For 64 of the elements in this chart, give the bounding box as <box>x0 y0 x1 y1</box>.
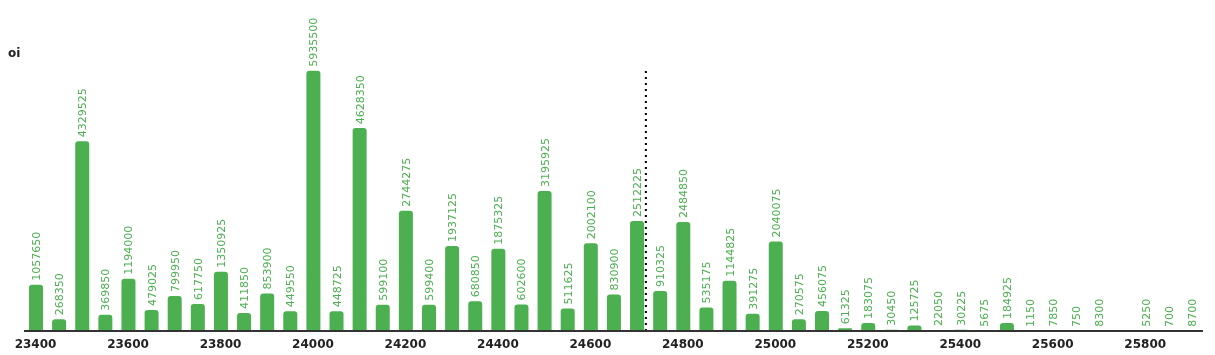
data-label: 61325 <box>839 289 853 325</box>
data-label: 448725 <box>330 265 344 308</box>
data-label: 2040075 <box>769 188 783 238</box>
data-label: 1057650 <box>30 231 43 281</box>
data-label: 5935500 <box>307 17 321 67</box>
data-label: 1194000 <box>122 225 136 275</box>
data-label: 2744275 <box>399 157 413 207</box>
data-label: 3195925 <box>538 137 552 187</box>
data-label: 1875325 <box>492 195 506 245</box>
data-label: 369850 <box>99 268 113 311</box>
data-label: 2512225 <box>631 167 645 217</box>
data-label: 30225 <box>954 290 968 326</box>
data-label: 1144825 <box>723 227 737 277</box>
data-label: 5250 <box>1139 298 1153 327</box>
data-label: 5675 <box>977 298 991 327</box>
data-label: 830900 <box>607 248 621 291</box>
x-tick-label: 23600 <box>107 336 149 351</box>
data-label: 30450 <box>885 290 899 326</box>
data-label: 1350925 <box>214 218 228 268</box>
x-tick-label: 24000 <box>292 336 334 351</box>
data-label: 2484850 <box>677 169 691 219</box>
x-tick-label: 24400 <box>477 336 519 351</box>
data-label: 411850 <box>238 266 252 309</box>
data-label: 270575 <box>792 273 806 316</box>
data-label: 1937125 <box>446 193 460 243</box>
x-tick-label: 25000 <box>754 336 797 351</box>
x-tick-label: 24600 <box>569 336 612 351</box>
data-label: 599100 <box>376 258 390 301</box>
data-label: 700 <box>1162 305 1176 327</box>
x-tick-label: 25200 <box>846 336 889 351</box>
data-label: 750 <box>1070 305 1084 327</box>
data-label: 8700 <box>1185 298 1199 327</box>
data-label: 4329525 <box>76 88 90 138</box>
data-label: 1150 <box>1024 298 1038 327</box>
data-label: 22050 <box>931 291 945 327</box>
data-label: 680850 <box>469 255 483 298</box>
data-label: 799950 <box>168 249 182 292</box>
data-label: 599400 <box>423 258 436 301</box>
data-label: 4628350 <box>353 75 367 125</box>
x-tick-label: 24800 <box>661 336 704 351</box>
data-label: 8300 <box>1093 298 1107 327</box>
data-label: 853900 <box>261 247 275 290</box>
data-label: 910325 <box>654 245 668 288</box>
y-axis-title: oi <box>8 46 21 60</box>
x-tick-label: 23400 <box>14 336 57 351</box>
x-tick-label: 23800 <box>199 336 242 351</box>
x-tick-label: 24200 <box>384 336 427 351</box>
data-label: 456075 <box>816 265 829 308</box>
data-label: 535175 <box>700 261 714 304</box>
data-label: 268350 <box>53 273 67 316</box>
data-label: 2002100 <box>584 190 598 240</box>
x-tick-label: 25400 <box>939 336 982 351</box>
x-tick-label: 25800 <box>1124 336 1167 351</box>
data-label: 479025 <box>145 264 159 306</box>
data-label: 511625 <box>561 262 575 305</box>
data-label: 183075 <box>862 276 876 319</box>
data-label: 184925 <box>1000 276 1014 319</box>
data-label: 391275 <box>746 267 760 310</box>
data-label: 602600 <box>515 258 529 301</box>
x-tick-label: 25600 <box>1031 336 1074 351</box>
data-label: 125725 <box>908 279 922 322</box>
data-label: 7850 <box>1047 298 1061 327</box>
data-label: 449550 <box>284 265 298 308</box>
data-label: 617750 <box>191 257 205 300</box>
